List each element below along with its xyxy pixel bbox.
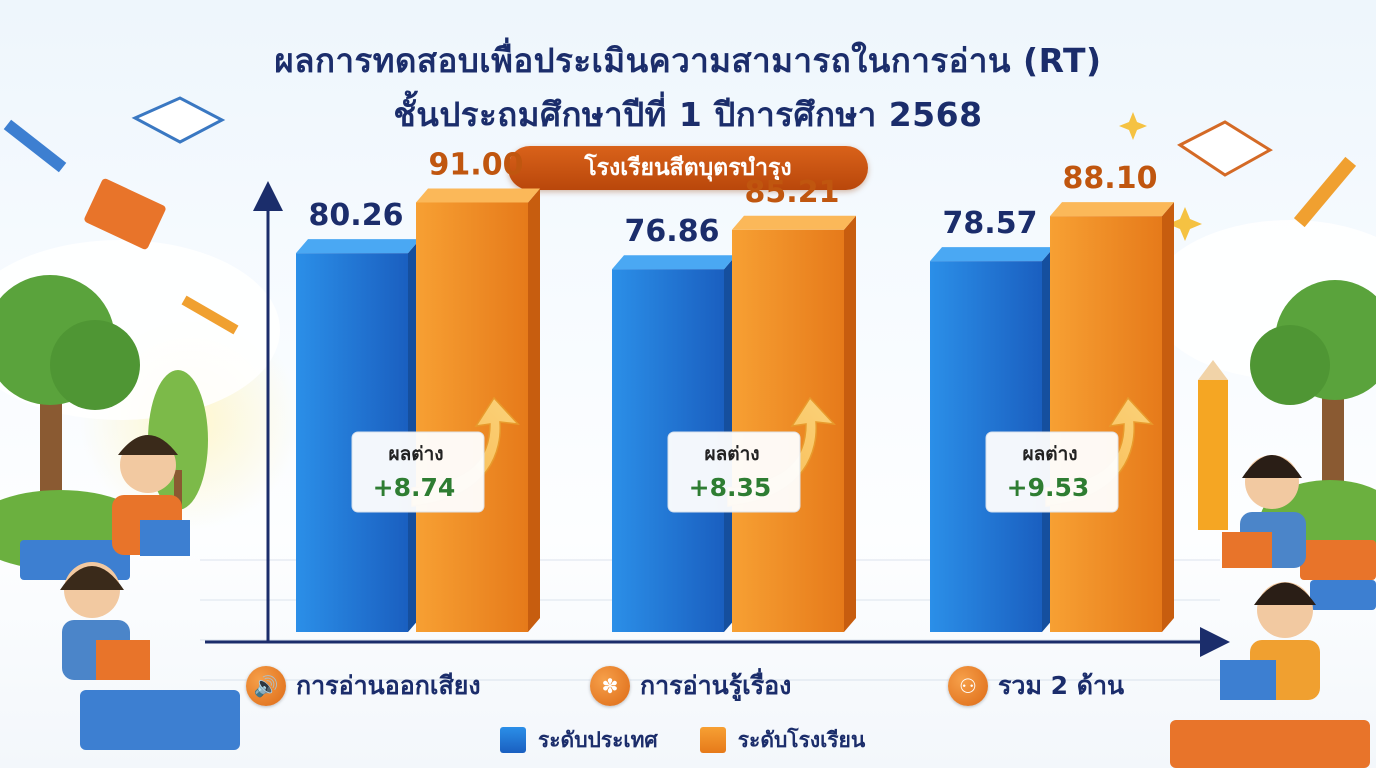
book-icon (20, 96, 1376, 768)
pencil-icon (3, 119, 1357, 530)
bar-school-2 (1050, 202, 1174, 632)
legend-item-school: ระดับโรงเรียน (699, 724, 866, 757)
school-name-badge: โรงเรียนสีตบุตรบำรุง (508, 146, 868, 190)
brain-head-icon: ✽ (590, 666, 630, 706)
difference-value: +8.35 (689, 473, 772, 502)
bar-side-face (844, 215, 856, 632)
value-label-national-0: 80.26 (309, 198, 404, 233)
bar-top-face (732, 215, 856, 230)
category-reading-comprehension: ✽ การอ่านรู้เรื่อง (590, 664, 791, 708)
category-total-two-aspects: ⚇ รวม 2 ด้าน (948, 664, 1124, 708)
chart-title-line1: ผลการทดสอบเพื่อประเมินความสามารถในการอ่า… (274, 41, 1102, 80)
bar-school-1 (732, 215, 856, 632)
speaker-icon: 🔊 (246, 666, 286, 706)
difference-title: ผลต่าง (388, 443, 443, 465)
value-label-national-2: 78.57 (943, 206, 1038, 241)
bar-top-face (930, 247, 1054, 262)
category-label: การอ่านรู้เรื่อง (640, 671, 792, 700)
value-label-national-1: 76.86 (625, 214, 720, 249)
bar-side-face (1162, 202, 1174, 632)
bar-top-face (1050, 202, 1174, 217)
child-reader-icon (60, 435, 1320, 700)
value-label-school-2: 88.10 (1063, 161, 1158, 196)
difference-value: +9.53 (1007, 473, 1090, 502)
legend-item-national: ระดับประเทศ (500, 724, 658, 757)
legend-swatch-school (699, 727, 726, 753)
tree-left-icon (0, 275, 208, 530)
bar-top-face (296, 239, 420, 254)
value-label-school-0: 91.00 (429, 147, 524, 182)
legend-label-national: ระดับประเทศ (538, 727, 658, 752)
bar-front-face (732, 229, 844, 632)
bar-top-face (612, 255, 736, 270)
difference-callout-1: ผลต่าง +8.35 (667, 396, 836, 513)
people-group-icon: ⚇ (948, 666, 988, 706)
category-oral-reading: 🔊 การอ่านออกเสียง (246, 664, 481, 708)
bar-front-face (1050, 216, 1162, 632)
difference-box (351, 431, 485, 513)
bar-top-face (416, 188, 540, 203)
category-label: รวม 2 ด้าน (998, 671, 1125, 700)
legend-swatch-national (500, 727, 526, 753)
category-label: การอ่านออกเสียง (296, 671, 481, 700)
bar-side-face (528, 188, 540, 633)
chart-legend: ระดับประเทศ ระดับโรงเรียน (500, 722, 893, 758)
bar-school-0 (416, 188, 540, 633)
difference-box (667, 431, 801, 513)
difference-value: +8.74 (373, 473, 456, 502)
legend-label-school: ระดับโรงเรียน (737, 727, 866, 752)
difference-callout-0: ผลต่าง +8.74 (351, 396, 520, 513)
difference-box (985, 431, 1119, 513)
difference-title: ผลต่าง (704, 443, 759, 465)
difference-title: ผลต่าง (1022, 443, 1077, 465)
chart-title-line2: ชั้นประถมศึกษาปีที่ 1 ปีการศึกษา 2568 (393, 95, 983, 134)
difference-callout-2: ผลต่าง +9.53 (985, 396, 1154, 513)
sparkle-icon (1119, 112, 1202, 241)
value-label-school-1: 85.21 (745, 175, 840, 210)
